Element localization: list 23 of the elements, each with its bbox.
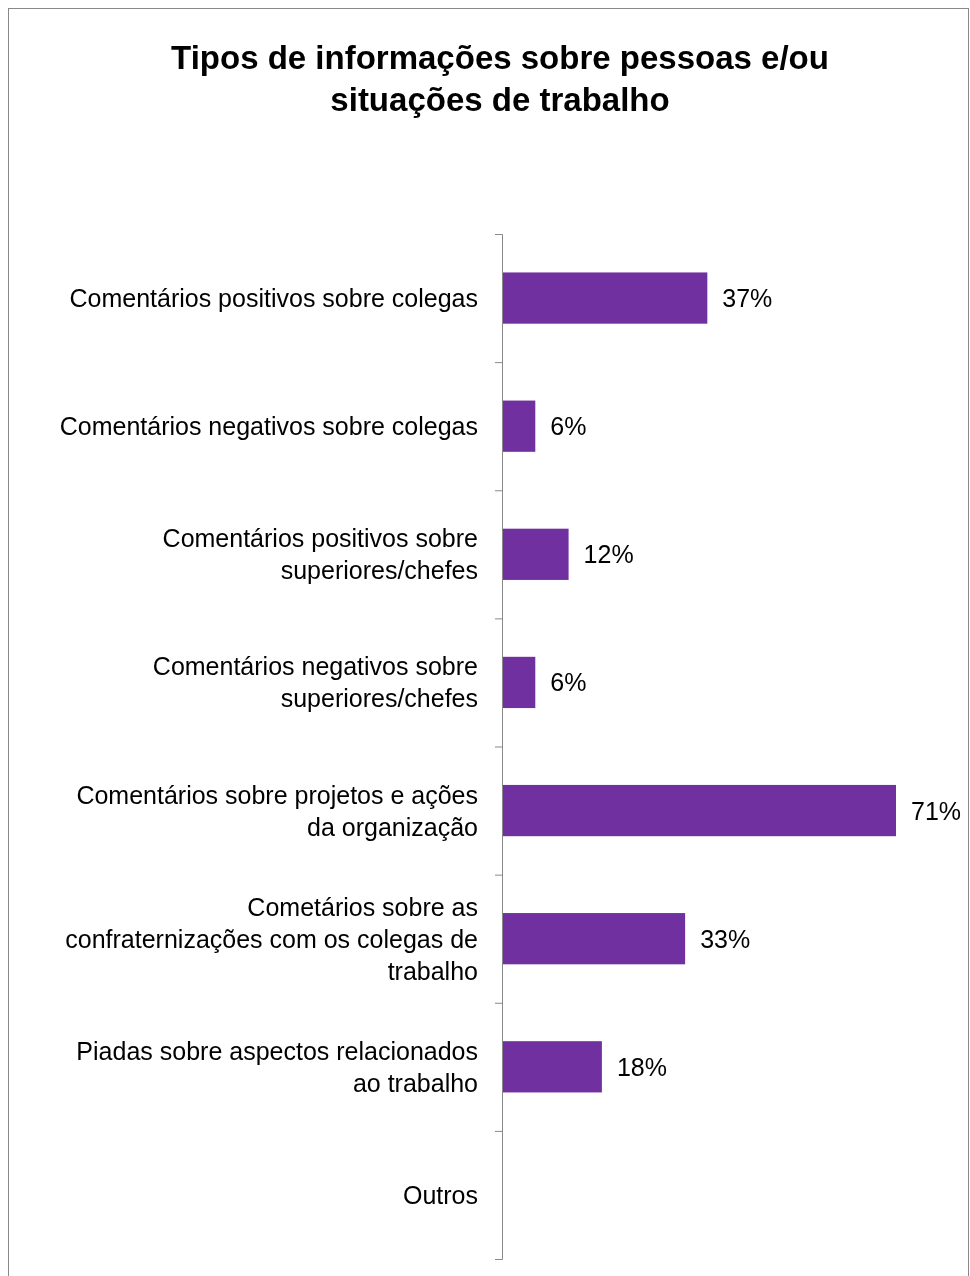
bar xyxy=(502,272,708,324)
y-tick-label: Comentários positivos sobre colegas xyxy=(69,284,478,313)
data-label: 37% xyxy=(722,284,773,313)
bar xyxy=(502,656,536,709)
data-label: 6% xyxy=(550,668,587,697)
bar xyxy=(502,913,686,965)
data-label: 18% xyxy=(616,1052,667,1081)
y-tick-label: Comentários sobre projetos e ações da organização xyxy=(76,780,478,841)
y-tick-label: Comentários negativos sobre superiores/chefes xyxy=(152,652,478,713)
y-tick-label: Comentários negativos sobre colegas xyxy=(59,412,478,441)
y-tick-label: Comentários positivos sobre superiores/chefes xyxy=(162,524,478,585)
y-tick-label: Cometários sobre as confraternizações com os colegas de trabalho xyxy=(65,892,478,985)
y-tick-label: Outros xyxy=(402,1180,478,1209)
bar xyxy=(502,1041,602,1093)
bar xyxy=(502,784,896,837)
data-label: 71% xyxy=(911,796,962,825)
chart-title: Tipos de informações sobre pessoas e/ou situações de trabalho xyxy=(171,39,829,118)
data-label: 33% xyxy=(700,924,751,953)
data-label: 12% xyxy=(583,540,634,569)
bar xyxy=(502,528,569,580)
data-label: 6% xyxy=(550,412,587,441)
bar xyxy=(502,400,536,452)
y-tick-label: Piadas sobre aspectos relacionados ao trabalho xyxy=(76,1036,478,1097)
